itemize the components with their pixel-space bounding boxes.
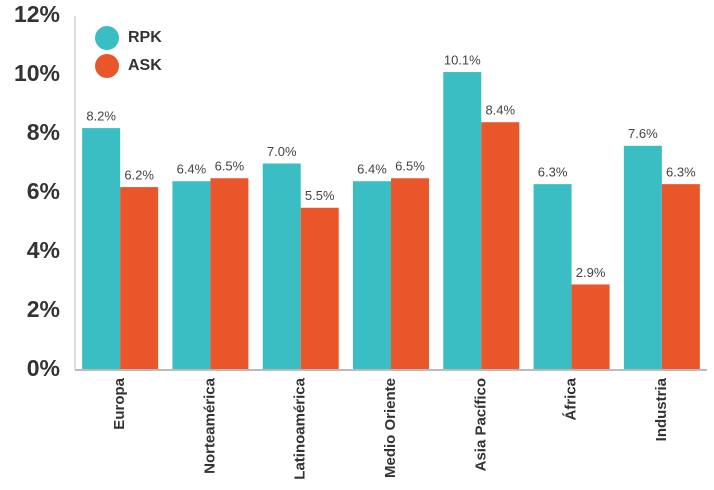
bar [353, 181, 391, 370]
y-tick-label: 6% [27, 178, 60, 204]
x-tick-label: Asia Pacífico [472, 378, 489, 471]
bar [623, 145, 662, 370]
bar [443, 72, 482, 371]
y-tick-label: 12% [14, 1, 60, 27]
y-tick-label: 4% [27, 237, 60, 263]
value-label: 6.4% [357, 162, 387, 177]
bar [82, 128, 121, 370]
y-tick-label: 8% [27, 119, 60, 145]
bar [300, 207, 339, 370]
bar [172, 181, 211, 370]
y-tick-label: 10% [14, 60, 60, 86]
x-tick-label: Medio Oriente [382, 378, 399, 478]
x-tick-label: Industria [653, 377, 670, 441]
value-label: 6.2% [124, 168, 154, 183]
x-tick-label: Europa [111, 377, 128, 429]
value-label: 10.1% [444, 52, 481, 67]
legend-label: RPK [128, 29, 162, 46]
bar [481, 122, 520, 370]
value-label: 2.9% [576, 265, 606, 280]
value-label: 8.4% [485, 103, 515, 118]
bar [391, 178, 429, 370]
legend-label: ASK [128, 57, 162, 74]
value-label: 6.5% [395, 159, 425, 174]
x-tick-label: África [563, 377, 580, 420]
bar [571, 284, 610, 370]
bar [661, 184, 700, 370]
y-tick-label: 2% [27, 296, 60, 322]
bar [210, 178, 249, 370]
value-label: 6.3% [666, 165, 696, 180]
x-tick-label: Latinoamérica [292, 377, 309, 479]
value-label: 6.5% [215, 159, 245, 174]
bar [533, 184, 572, 370]
value-label: 6.4% [177, 162, 207, 177]
value-label: 5.5% [305, 188, 335, 203]
value-label: 6.3% [538, 165, 568, 180]
legend-swatch [95, 26, 119, 50]
legend-swatch [95, 54, 119, 78]
value-label: 7.0% [267, 144, 297, 159]
y-tick-label: 0% [27, 355, 60, 381]
bar [262, 163, 301, 370]
x-tick-label: Norteamérica [201, 377, 218, 474]
value-label: 8.2% [86, 109, 116, 124]
bar [120, 187, 159, 370]
value-label: 7.6% [628, 126, 658, 141]
